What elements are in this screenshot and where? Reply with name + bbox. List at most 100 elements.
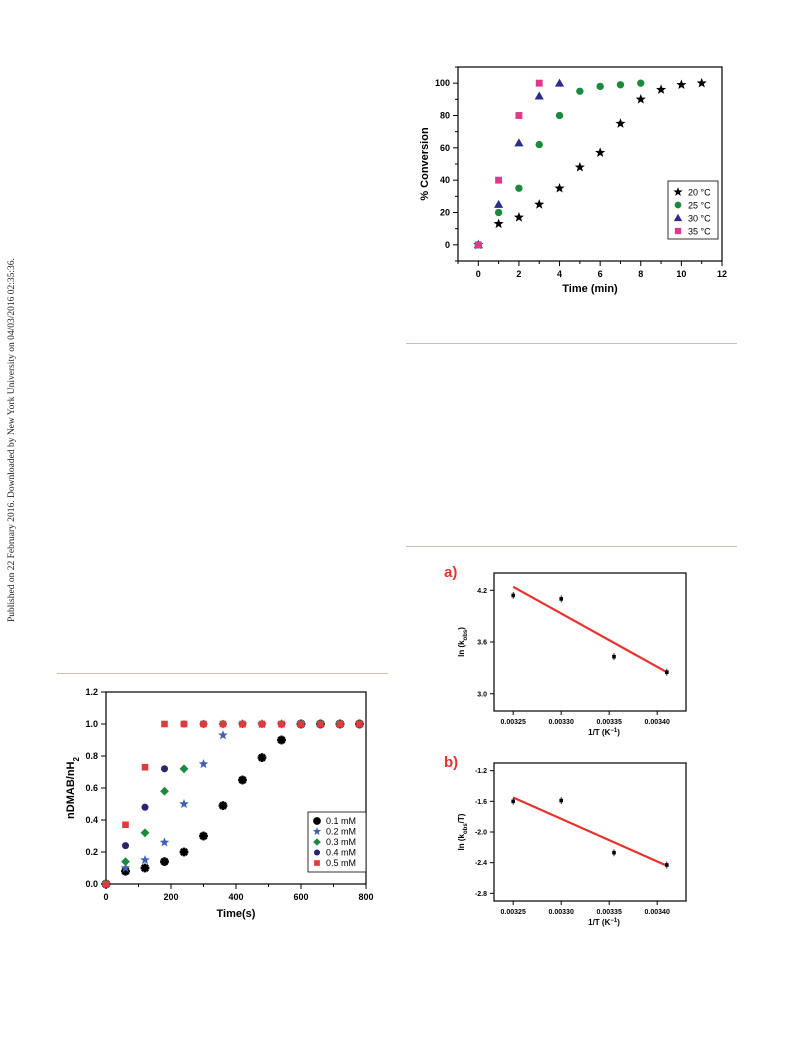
x-tick-label: 0.00325 (501, 909, 526, 916)
legend-marker (312, 827, 322, 836)
separator-rule-3 (57, 673, 388, 674)
y-tick-label: 100 (435, 78, 450, 88)
y-tick-label: 0.6 (85, 783, 98, 793)
x-tick-label: 12 (717, 269, 727, 279)
data-point (219, 720, 227, 728)
conversion-chart: 0 2 4 6 8 10 12 0 20 40 60 80 100 Time (min) % Convers… (419, 66, 727, 295)
y-tick-label: 3.0 (477, 691, 487, 698)
legend-marker (674, 227, 682, 235)
y-axis-label: ln (kobs/T) (457, 813, 469, 850)
data-point (159, 837, 170, 847)
data-point (180, 720, 188, 728)
data-point (493, 218, 504, 229)
side-note: Published on 22 February 2016. Downloade… (7, 258, 17, 622)
data-point (102, 880, 110, 888)
data-point (140, 854, 150, 865)
x-tick-label: 6 (598, 269, 603, 279)
x-tick-label: 0.00340 (645, 719, 670, 726)
data-point (179, 764, 189, 774)
x-tick-label: 0.00330 (549, 719, 574, 726)
data-point (257, 753, 267, 762)
legend-marker (673, 213, 683, 222)
y-tick-label: 0.8 (85, 751, 98, 761)
legend-label: 35 °C (688, 227, 711, 237)
data-point (515, 184, 523, 192)
x-tick-label: 2 (516, 269, 521, 279)
data-point (239, 720, 246, 728)
fit-line (512, 796, 668, 867)
legend-label: 0.1 mM (326, 816, 356, 826)
x-axis-label: Time (min) (562, 283, 618, 295)
legend-label: 20 °C (688, 188, 711, 198)
data-point (596, 82, 604, 91)
data-point (179, 847, 189, 857)
y-tick-label: 0.4 (85, 815, 98, 825)
data-point (615, 118, 626, 128)
legend-marker (313, 849, 321, 856)
data-point (559, 798, 563, 803)
y-axis-label: nDMAB/nH2 (65, 757, 81, 819)
x-axis-label: Time(s) (217, 908, 256, 920)
x-tick-label: 200 (163, 892, 178, 902)
data-point (336, 720, 344, 728)
data-point (514, 138, 524, 147)
data-point (179, 798, 189, 809)
publication-note: Published on 22 February 2016. Downloade… (7, 258, 17, 622)
data-point (535, 79, 543, 87)
data-point (474, 241, 482, 249)
data-point (122, 821, 129, 829)
y-tick-label: 40 (440, 175, 450, 185)
y-tick-label: -2.8 (475, 891, 487, 898)
data-point (218, 730, 228, 740)
data-point (278, 720, 285, 728)
data-point (258, 720, 266, 728)
legend-label: 30 °C (688, 214, 711, 224)
data-point (554, 78, 565, 87)
x-tick-label: 4 (557, 269, 562, 279)
ratio-chart: 0 200 400 600 800 0.0 0.2 0.4 0.6 0.8 1.0 1.2 Time(s… (65, 687, 374, 920)
y-tick-label: -1.6 (475, 799, 487, 806)
data-point (515, 112, 523, 119)
x-tick-label: 400 (228, 892, 243, 902)
data-point (574, 161, 585, 172)
data-point (238, 775, 247, 785)
data-point (356, 720, 363, 728)
y-axis-label: % Conversion (419, 127, 431, 201)
data-point (200, 720, 207, 728)
y-tick-label: -2.0 (475, 830, 487, 837)
y-tick-label: -2.4 (475, 860, 487, 867)
data-point (317, 720, 324, 728)
data-point (160, 765, 169, 773)
data-point (120, 862, 131, 873)
y-tick-label: 1.2 (85, 687, 98, 697)
data-point (494, 208, 503, 217)
data-point (535, 140, 543, 149)
plot-frame (493, 572, 687, 712)
x-tick-label: 10 (676, 269, 686, 279)
x-axis-label: 1/T (K−1) (588, 918, 620, 927)
y-tick-label: 1.0 (85, 719, 98, 729)
data-point (616, 81, 625, 89)
y-axis-label: ln (kobs) (457, 627, 469, 657)
legend-marker (313, 817, 321, 825)
legend-label: 0.2 mM (326, 827, 356, 837)
data-point (534, 91, 544, 100)
data-point (495, 176, 503, 184)
data-point (665, 863, 669, 867)
data-point (534, 199, 545, 209)
legend-marker (314, 860, 320, 866)
data-point (140, 863, 150, 873)
y-tick-label: 0 (445, 240, 450, 250)
data-point (676, 79, 687, 90)
separator-rule-1 (406, 343, 737, 344)
y-tick-label: 0.0 (85, 879, 98, 889)
data-point (595, 147, 606, 157)
legend-label: 0.4 mM (326, 848, 356, 858)
data-point (277, 735, 286, 745)
arrhenius-chart-b: b) 0.00325 0.00330 0.00335 0.00340 -1.2 -1.6 -2… (444, 754, 687, 927)
data-point (160, 786, 169, 796)
x-axis-label: 1/T (K−1) (588, 728, 620, 737)
data-point (161, 720, 168, 728)
data-point (559, 597, 563, 601)
data-point (141, 803, 149, 811)
